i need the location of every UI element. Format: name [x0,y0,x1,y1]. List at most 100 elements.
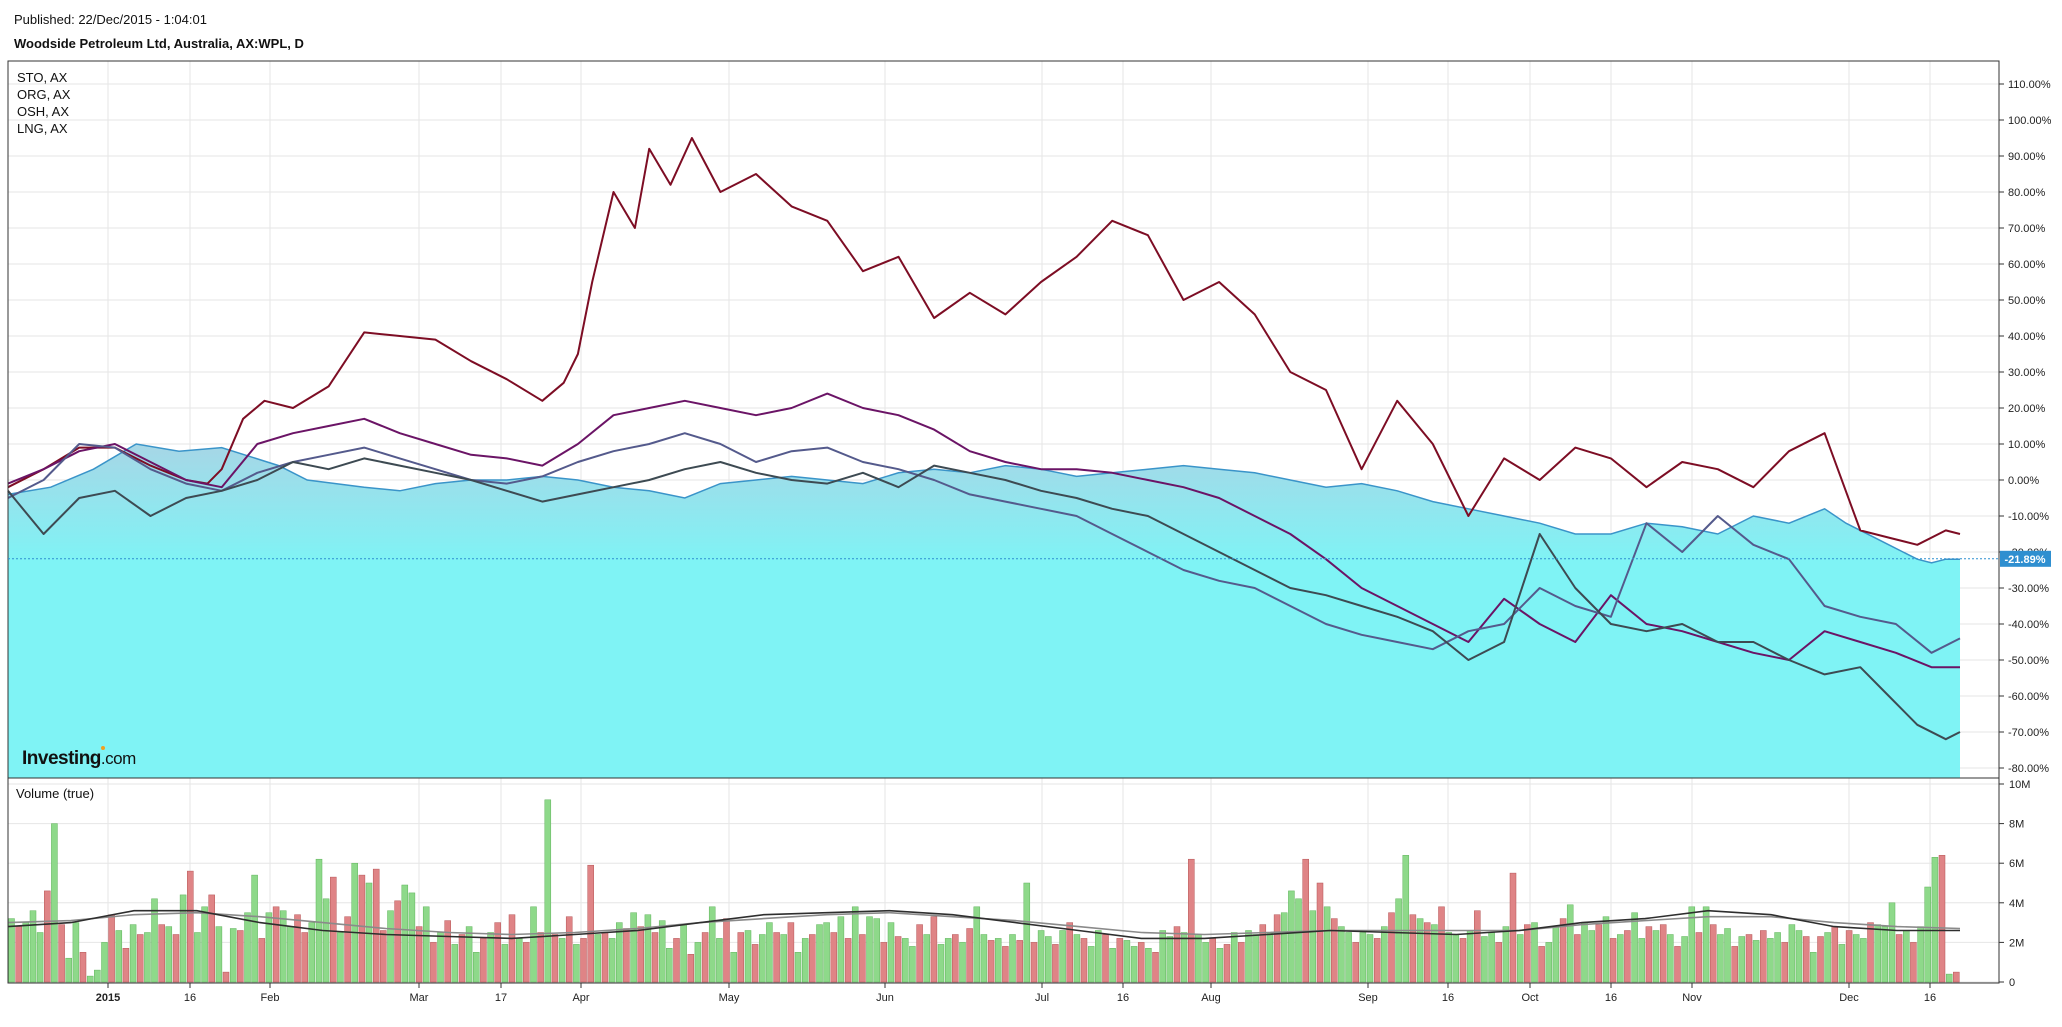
volume-bar [422,906,430,983]
series-line-osh [7,432,1961,654]
volume-bar [1652,930,1660,983]
volume-bar [487,932,494,983]
volume-bar [136,934,144,983]
volume-bar [1895,934,1903,983]
volume-bar [1924,886,1931,983]
volume-bar [408,892,416,983]
volume-bar [544,799,552,983]
x-tick-label: 16 [1924,992,1936,1004]
volume-bar [351,862,358,983]
price-tick-label: 80.00% [2008,187,2046,199]
volume-bar [558,938,566,983]
date-x-axis: 2015 16 Feb Mar 17 Apr May Jun Jul 16 Aug Sep 16 Oct 1… [96,983,1936,1004]
volume-bar [444,920,451,983]
volume-tick-label: 0 [2009,977,2015,989]
volume-bar [380,930,387,983]
price-area-layer [7,443,1960,778]
volume-bar [1066,922,1073,983]
volume-bar [1524,924,1531,983]
volume-bar [1409,914,1417,983]
volume-bar [859,934,866,983]
x-tick-label: Aug [1201,992,1221,1004]
volume-bar [101,942,108,983]
volume-bar [651,932,659,983]
x-tick-label: Nov [1682,992,1702,1004]
x-tick-label: 16 [1605,992,1617,1004]
volume-bar [244,912,251,983]
volume-bar [1452,934,1460,983]
volume-bar [730,952,737,983]
volume-bar [1617,934,1624,983]
volume-bar [687,954,695,983]
volume-bar [1538,946,1545,983]
volume-bar [1860,938,1867,983]
volume-bar [187,870,194,983]
price-tick-label: -40.00% [2008,619,2049,631]
volume-bar [294,914,301,983]
volume-bar [1931,857,1939,983]
volume-bar [1502,926,1510,983]
volume-tick-label: 8M [2009,819,2024,831]
volume-bar [523,942,530,983]
volume-bar [1645,926,1653,983]
volume-bar [465,926,473,983]
investing-logo: Investing.com [22,746,136,770]
x-tick-label: 2015 [96,992,120,1004]
volume-bar [952,934,959,983]
volume-bar [322,898,330,983]
volume-bar [129,924,137,983]
volume-bar [1674,946,1681,983]
legend-entry-sto: STO, AX [17,70,68,85]
volume-bar [780,934,787,983]
volume-bar [873,918,880,983]
volume-bar [1202,942,1209,983]
volume-bar [966,928,973,983]
volume-bar [1309,910,1317,983]
x-tick-label: 17 [495,992,507,1004]
volume-bar [1702,906,1710,983]
volume-bar [1016,940,1023,983]
volume-bar [1903,930,1910,983]
volume-bar [666,948,673,983]
volume-bar [36,932,44,983]
volume-bar [594,934,602,983]
current-value-badge [2000,550,2051,567]
volume-bar [1102,934,1109,983]
volume-bar [608,938,616,983]
volume-bar [844,938,852,983]
volume-bar [1280,912,1288,983]
x-tick-label: Oct [1521,992,1538,1004]
volume-bar [1259,924,1267,983]
volume-bar [1817,936,1824,983]
volume-bar [1795,930,1803,983]
volume-bar [251,874,258,983]
volume-bar [773,932,780,983]
current-value-label: -21.89% [2005,554,2046,566]
volume-bar [1631,912,1638,983]
volume-bar [394,900,401,983]
volume-bar [623,928,630,983]
volume-bar [1045,936,1052,983]
price-tick-label: 40.00% [2008,331,2046,343]
x-tick-label: May [719,992,740,1004]
volume-bar [1188,858,1195,983]
price-tick-label: 0.00% [2008,475,2039,487]
volume-bar [1166,936,1174,983]
volume-bar [1852,934,1860,983]
volume-bar [358,874,366,983]
volume-bar [1802,936,1810,983]
volume-bar [458,934,466,983]
volume-bar [15,926,22,983]
volume-bar [1338,926,1345,983]
volume-bar [987,940,995,983]
volume-bar [1359,932,1367,983]
volume-bar [1938,855,1946,983]
volume-bar [1130,946,1138,983]
volume-bar [1109,948,1116,983]
volume-bar [1230,932,1238,983]
volume-moving-average [7,909,1960,940]
volume-bar [1023,882,1031,983]
volume-bar [1609,938,1617,983]
volume-bar [1095,930,1102,983]
